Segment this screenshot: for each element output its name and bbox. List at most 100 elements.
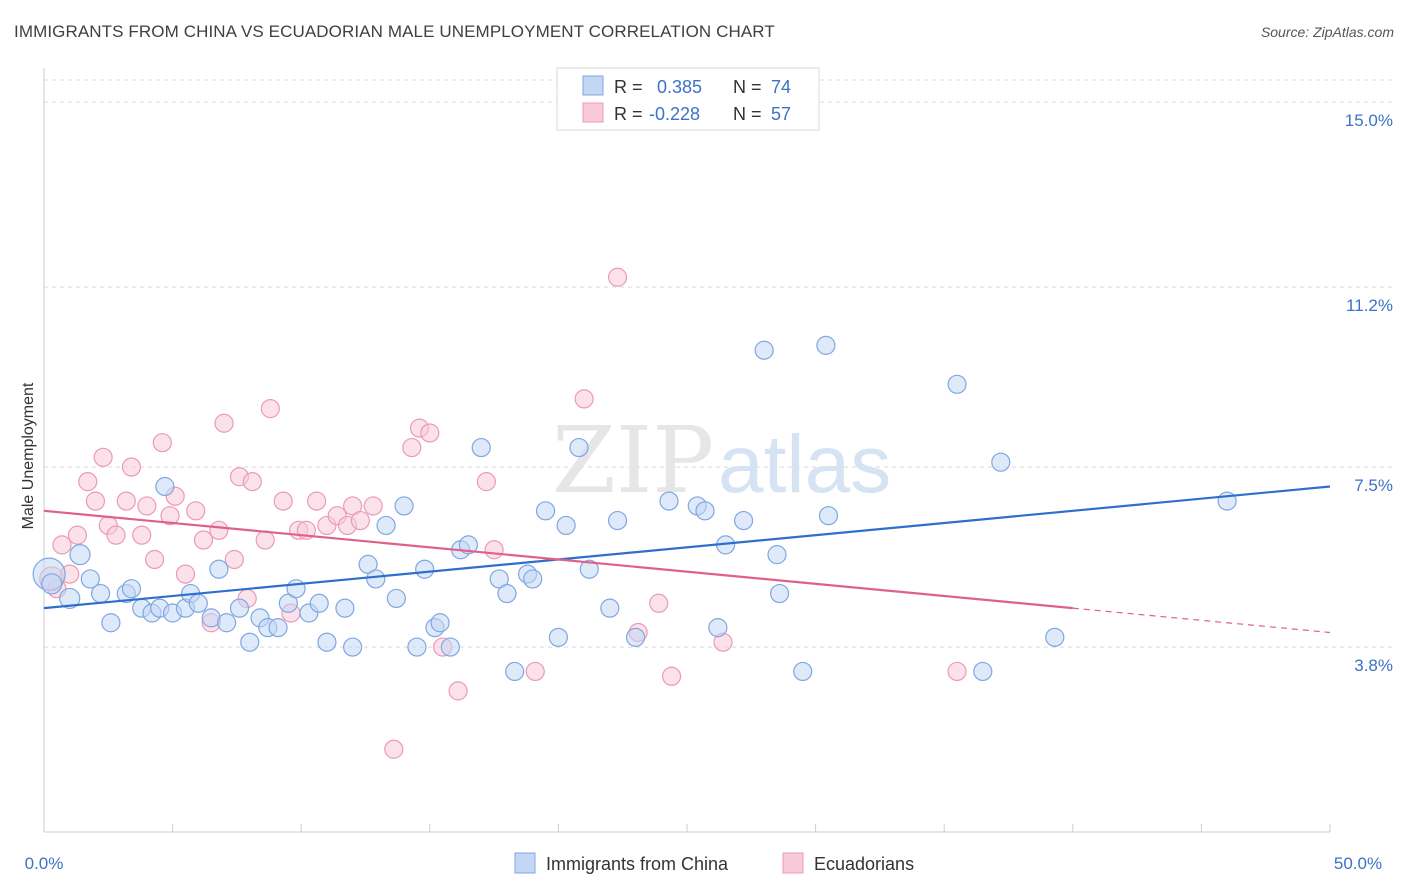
china-point: [471, 437, 491, 458]
china-point: [947, 374, 967, 394]
bottom-legend-swatch-blue: [514, 852, 536, 874]
ecuadorians-point: [307, 491, 327, 511]
ecuadorians-point: [363, 496, 383, 516]
china-point: [1045, 627, 1065, 647]
legend-r-label-1: R =: [614, 77, 643, 97]
bottom-legend-label-ecuadorians: Ecuadorians: [814, 854, 914, 874]
grid-layer: [44, 79, 1393, 648]
ecuadorians-point: [132, 525, 152, 545]
y-tick-label: 3.8%: [1354, 656, 1393, 675]
ecuadorians-point: [152, 433, 172, 453]
china-point: [240, 632, 260, 652]
china-point: [188, 593, 208, 613]
x-ticks: [43, 824, 1331, 832]
legend-r-value-1: 0.385: [657, 77, 702, 97]
ecuadorians-point: [106, 525, 126, 545]
ecuadorians-point: [209, 520, 229, 540]
china-point: [309, 593, 329, 613]
legend-box: R = 0.385 N = 74 R = -0.228 N = 57: [556, 67, 820, 131]
china-point: [973, 661, 993, 682]
ecuadorians-point: [186, 501, 206, 521]
china-point: [415, 559, 435, 579]
china-point: [505, 661, 525, 682]
ecuadorians-point: [52, 535, 72, 555]
china-point: [386, 588, 406, 609]
china-point: [41, 573, 63, 595]
source-label: Source: ZipAtlas.com: [1260, 24, 1394, 40]
legend-n-label-2: N =: [733, 104, 762, 124]
china-point: [767, 545, 787, 565]
ecuadorians-point: [448, 681, 468, 701]
china-point: [217, 613, 237, 633]
x-tick-label-min: 0.0%: [25, 854, 64, 873]
series-immigrants-from-china: [32, 335, 1237, 682]
bottom-legend-label-china: Immigrants from China: [546, 854, 729, 874]
x-tick-label-max: 50.0%: [1334, 854, 1382, 873]
ecuadorians-point: [224, 549, 244, 570]
ecuadorians-point: [273, 491, 293, 511]
ecuadorians-point: [67, 525, 88, 545]
ecuadorians-point: [525, 661, 545, 682]
china-point: [497, 583, 517, 604]
ecuadorians-point: [574, 389, 594, 409]
china-trend-line: [43, 485, 1331, 610]
china-point: [991, 452, 1011, 472]
china-point: [458, 535, 478, 555]
china-point: [579, 559, 599, 579]
china-point: [556, 515, 576, 536]
china-point: [793, 661, 813, 682]
china-point: [754, 340, 774, 360]
china-point: [101, 613, 121, 633]
china-point: [335, 598, 355, 618]
ecuadorians-point: [607, 267, 628, 287]
china-point: [708, 618, 728, 638]
china-point: [548, 627, 569, 647]
china-point: [733, 510, 754, 531]
ecuadorians-point: [260, 399, 280, 419]
china-point: [376, 515, 396, 536]
china-point: [80, 569, 100, 589]
china-point: [569, 437, 589, 458]
y-tick-labels: 3.8% 7.5% 11.2% 15.0%: [1345, 111, 1393, 675]
ecuadorians-point: [947, 661, 967, 682]
ecuadorians-point: [649, 593, 669, 613]
y-tick-label: 11.2%: [1346, 296, 1393, 315]
china-point: [430, 613, 450, 633]
bottom-legend: Immigrants from China Ecuadorians: [514, 852, 914, 874]
ecuadorians-point: [420, 423, 440, 443]
legend-r-value-2: -0.228: [649, 104, 700, 124]
ecuadorians-point: [78, 472, 98, 492]
legend-swatch-pink: [582, 102, 604, 123]
watermark-zip: ZIP: [552, 407, 714, 514]
ecuadorians-point: [116, 491, 136, 511]
legend-n-value-2: 57: [771, 104, 791, 124]
china-point: [607, 510, 628, 531]
china-point: [121, 579, 142, 599]
china-point: [625, 627, 646, 647]
china-point: [343, 637, 363, 657]
china-point: [317, 632, 337, 652]
y-tick-label: 15.0%: [1345, 111, 1393, 130]
china-point: [695, 501, 715, 521]
ecuadorians-point: [137, 496, 157, 516]
china-point: [535, 501, 556, 521]
watermark: ZIP atlas: [552, 407, 891, 514]
china-point: [818, 506, 839, 526]
ecuadorians-point: [93, 447, 113, 467]
china-point: [366, 569, 386, 589]
china-point: [769, 583, 790, 604]
ecuadorians-point: [193, 530, 214, 550]
ecuadorians-point: [255, 530, 275, 550]
bottom-legend-swatch-pink: [782, 852, 804, 874]
ecuadorians-point: [160, 506, 180, 526]
china-point: [394, 496, 414, 516]
ecuadorians-point: [384, 739, 404, 759]
china-point: [59, 587, 81, 610]
ecuadorians-point: [214, 413, 234, 433]
legend-n-value-1: 74: [771, 77, 791, 97]
china-point: [407, 637, 427, 657]
ecuadorians-point: [476, 472, 496, 492]
china-point: [600, 598, 620, 618]
ecuadorians-point: [661, 666, 682, 686]
